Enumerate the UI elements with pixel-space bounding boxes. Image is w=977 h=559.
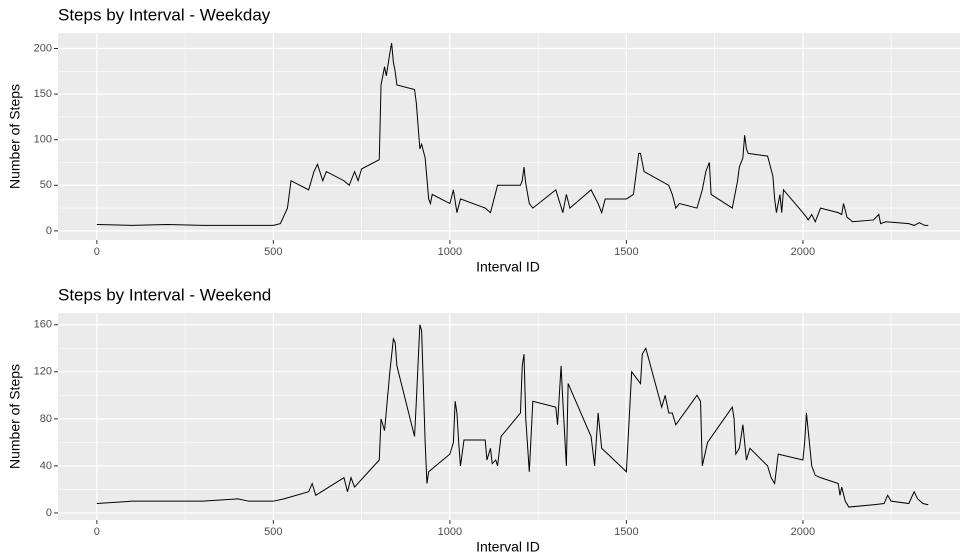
x-tick-label: 1500 (614, 526, 638, 538)
y-tick-label: 50 (40, 179, 52, 191)
x-tick-label: 1000 (438, 246, 462, 258)
x-axis-label: Interval ID (476, 259, 540, 275)
chart-title: Steps by Interval - Weekday (58, 5, 271, 24)
x-tick-label: 1000 (438, 526, 462, 538)
y-tick-label: 100 (34, 134, 52, 146)
x-tick-label: 0 (94, 526, 100, 538)
y-tick-label: 200 (34, 42, 52, 54)
line-series (96, 42, 929, 226)
x-tick-label: 2000 (791, 526, 815, 538)
y-tick-label: 150 (34, 88, 52, 100)
x-tick-label: 2000 (791, 246, 815, 258)
x-tick-label: 500 (264, 526, 282, 538)
y-axis-label: Number of Steps (7, 364, 23, 469)
chart-title: Steps by Interval - Weekend (58, 285, 271, 304)
line-series (96, 324, 929, 508)
y-tick-label: 40 (40, 460, 52, 472)
y-tick-label: 120 (34, 366, 52, 378)
y-tick-label: 0 (46, 225, 52, 237)
panel (58, 313, 960, 520)
panel (58, 33, 960, 240)
y-axis-label: Number of Steps (7, 84, 23, 189)
y-tick-label: 160 (34, 319, 52, 331)
x-tick-label: 0 (94, 246, 100, 258)
x-tick-label: 1500 (614, 246, 638, 258)
y-tick-label: 0 (46, 507, 52, 519)
y-tick-label: 80 (40, 413, 52, 425)
x-tick-label: 500 (264, 246, 282, 258)
x-axis-label: Interval ID (476, 539, 540, 555)
